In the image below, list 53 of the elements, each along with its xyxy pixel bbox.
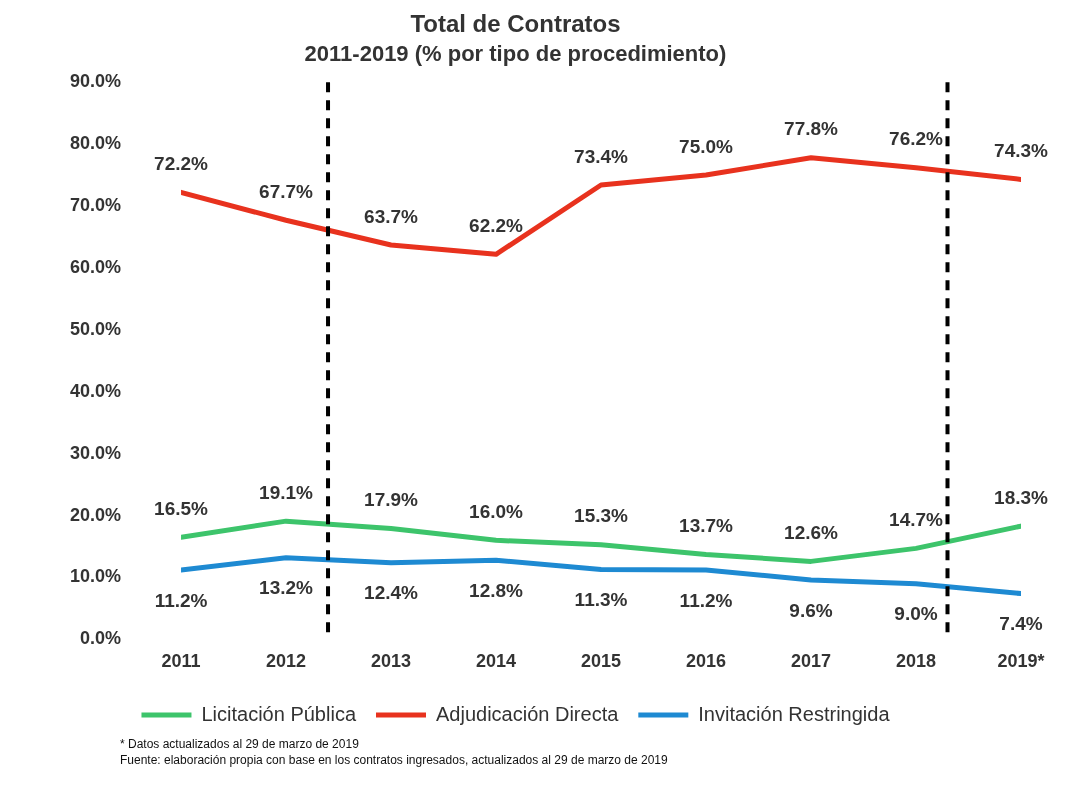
data-label: 16.0% <box>469 501 524 523</box>
data-label: 12.8% <box>469 579 524 601</box>
y-tick-label: 80.0% <box>69 133 122 154</box>
y-tick-label: 10.0% <box>69 566 122 587</box>
x-tick-label: 2016 <box>685 651 727 672</box>
x-tick-label: 2012 <box>266 651 307 672</box>
data-label: 14.7% <box>889 509 944 531</box>
x-tick-label: 2015 <box>581 651 622 672</box>
data-label: 13.7% <box>679 515 734 537</box>
data-label: 11.2% <box>154 589 208 611</box>
data-label: 63.7% <box>364 205 419 227</box>
data-label: 74.3% <box>994 140 1049 162</box>
data-label: 67.7% <box>259 181 314 202</box>
chart-title: Total de Contratos <box>410 10 621 38</box>
y-tick-label: 90.0% <box>69 71 122 92</box>
y-tick-label: 20.0% <box>69 504 122 525</box>
y-tick-label: 50.0% <box>69 318 122 339</box>
data-label: 9.0% <box>894 603 938 625</box>
x-tick-label: 2017 <box>790 651 832 672</box>
legend-label: Invitación Restringida <box>698 702 891 725</box>
source-note: Fuente: elaboración propia con base en los contratos ingresados, actualizados al 29 de marzo de 2019 <box>120 753 669 767</box>
x-tick-label: 2013 <box>371 651 412 672</box>
y-tick-label: 30.0% <box>69 442 122 463</box>
y-tick-label: 60.0% <box>69 256 122 277</box>
text: * Datos actualizados al 29 de marzo de 2019 <box>120 737 360 751</box>
data-label: 12.4% <box>364 582 419 604</box>
data-label: 15.3% <box>574 505 629 527</box>
legend-label: Adjudicación Directa <box>436 702 620 725</box>
data-label: 62.2% <box>469 215 524 237</box>
data-label: 13.2% <box>259 577 314 599</box>
data-label: 19.1% <box>259 481 314 503</box>
data-label: 9.6% <box>789 599 833 621</box>
data-label: 18.3% <box>994 486 1049 508</box>
x-tick-label: 2018 <box>895 651 937 672</box>
data-label: 73.4% <box>574 145 629 167</box>
data-label: 11.2% <box>679 589 733 611</box>
data-label: 76.2% <box>889 128 944 150</box>
y-tick-label: 70.0% <box>69 194 122 215</box>
data-label: 77.8% <box>784 118 839 140</box>
x-tick-label: 2011 <box>161 651 201 672</box>
data-label: 7.4% <box>999 613 1043 635</box>
y-tick-label: 0.0% <box>80 628 122 649</box>
data-label: 12.6% <box>784 522 839 544</box>
data-label: 17.9% <box>364 489 419 511</box>
legend-label: Licitación Pública <box>201 702 357 725</box>
x-tick-label: 2014 <box>476 651 517 672</box>
data-label: 72.2% <box>154 153 209 175</box>
y-tick-label: 40.0% <box>69 380 122 401</box>
data-label: 16.5% <box>154 497 209 519</box>
data-label: 11.3% <box>574 589 628 611</box>
x-tick-label: 2019* <box>997 651 1045 672</box>
chart-subtitle: 2011-2019 (% por tipo de procedimiento) <box>304 41 727 67</box>
data-label: 75.0% <box>679 135 734 157</box>
